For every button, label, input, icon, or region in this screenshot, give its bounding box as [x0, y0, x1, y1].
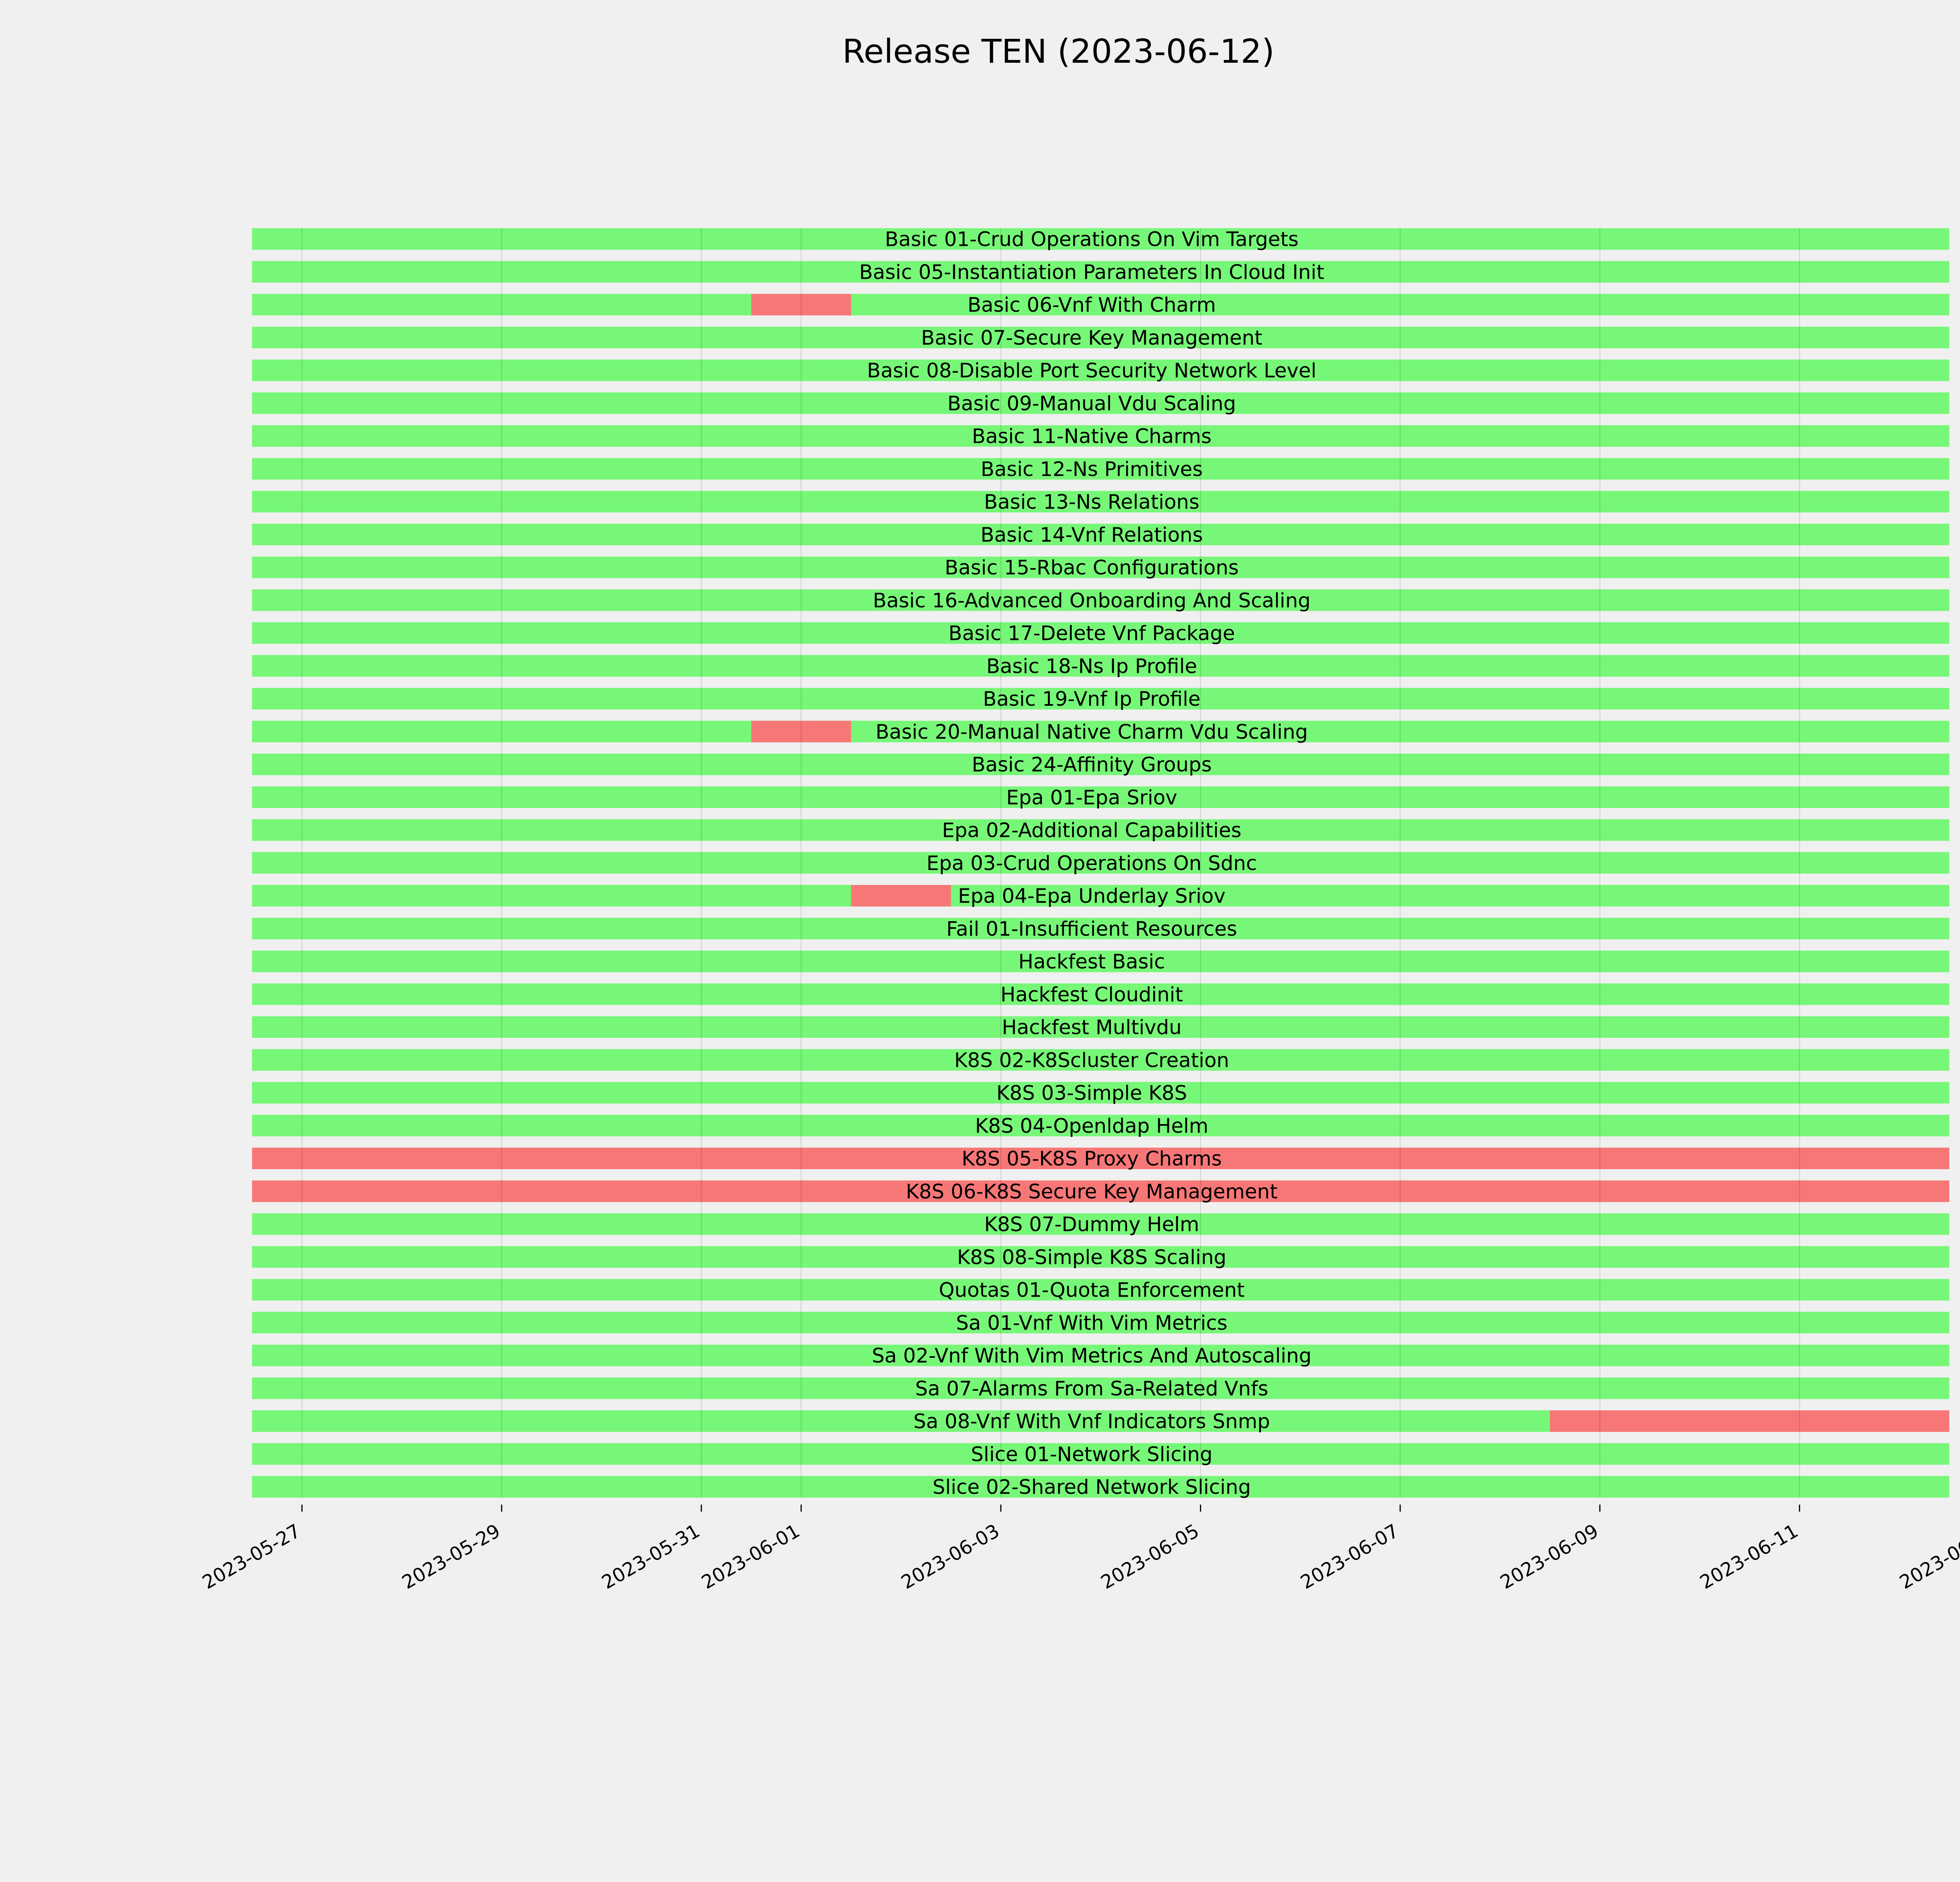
- fail-bar: [751, 294, 851, 316]
- test-label: Epa 04-Epa Underlay Sriov: [958, 885, 1226, 908]
- fail-bar: [1550, 1410, 1949, 1432]
- test-label: Sa 08-Vnf With Vnf Indicators Snmp: [913, 1410, 1270, 1433]
- test-label: Basic 12-Ns Primitives: [981, 458, 1203, 481]
- test-label: K8S 08-Simple K8S Scaling: [957, 1246, 1226, 1269]
- test-label: Hackfest Basic: [1018, 950, 1165, 974]
- fail-bar: [252, 1148, 1949, 1169]
- pass-bar: [252, 819, 1949, 841]
- test-label: Basic 06-Vnf With Charm: [967, 294, 1216, 317]
- test-label: Basic 13-Ns Relations: [984, 491, 1200, 514]
- x-tick-label: 2023-06-07: [1297, 1520, 1403, 1593]
- test-label: Basic 19-Vnf Ip Profile: [983, 688, 1200, 711]
- x-tick-label: 2023-06-05: [1097, 1520, 1203, 1593]
- pass-bar: [252, 1312, 1949, 1333]
- pass-bar: [252, 1082, 1949, 1104]
- test-label: Basic 15-Rbac Configurations: [945, 556, 1239, 579]
- x-tick-label: 2023-05-29: [398, 1520, 504, 1593]
- test-label: Epa 03-Crud Operations On Sdnc: [926, 852, 1257, 875]
- x-tick-label: 2023-06-13: [1896, 1520, 1960, 1593]
- pass-bar: [252, 655, 1949, 677]
- pass-bar: [252, 688, 1949, 710]
- pass-bar: [252, 491, 1949, 512]
- pass-bar: [252, 1213, 1949, 1235]
- pass-bar: [252, 1246, 1949, 1268]
- pass-bar: [252, 1115, 1949, 1137]
- pass-bar: [252, 228, 1949, 250]
- pass-bar: [252, 360, 1949, 381]
- test-label: Basic 01-Crud Operations On Vim Targets: [885, 228, 1298, 251]
- test-label: K8S 03-Simple K8S: [996, 1082, 1187, 1105]
- test-label: Fail 01-Insufficient Resources: [946, 917, 1237, 941]
- pass-bar: [252, 721, 1949, 743]
- fail-bar: [851, 885, 951, 906]
- pass-bar: [252, 1344, 1949, 1366]
- fail-bar: [751, 721, 851, 743]
- test-label: K8S 04-Openldap Helm: [975, 1115, 1208, 1138]
- pass-bar: [252, 458, 1949, 480]
- test-label: Hackfest Cloudinit: [1000, 983, 1183, 1006]
- test-label: Sa 02-Vnf With Vim Metrics And Autoscali…: [872, 1344, 1312, 1368]
- test-label: Slice 01-Network Slicing: [971, 1443, 1212, 1466]
- pass-bar: [252, 327, 1949, 349]
- pass-bar: [252, 1279, 1949, 1301]
- pass-bar: [252, 1476, 1949, 1498]
- pass-bar: [252, 261, 1949, 283]
- x-tick-label: 2023-06-01: [698, 1520, 804, 1593]
- x-tick-label: 2023-06-09: [1497, 1520, 1602, 1593]
- pass-bar: [252, 1049, 1949, 1071]
- x-tick-label: 2023-05-31: [598, 1520, 704, 1593]
- vertical-gridlines: [301, 228, 1800, 1498]
- pass-bar: [252, 294, 1949, 316]
- test-label: Basic 07-Secure Key Management: [921, 327, 1263, 350]
- pass-bar: [252, 425, 1949, 447]
- test-label: Slice 02-Shared Network Slicing: [933, 1476, 1251, 1499]
- test-label: K8S 06-K8S Secure Key Management: [906, 1180, 1278, 1203]
- test-label: Quotas 01-Quota Enforcement: [939, 1279, 1245, 1302]
- bar-labels-layer: Basic 01-Crud Operations On Vim Targets B…: [859, 228, 1324, 1499]
- pass-bar: [252, 950, 1949, 972]
- pass-bar: [252, 622, 1949, 644]
- test-label: Epa 01-Epa Sriov: [1006, 786, 1177, 809]
- x-tick-label: 2023-06-11: [1696, 1520, 1802, 1593]
- test-label: Basic 18-Ns Ip Profile: [986, 655, 1197, 678]
- test-label: Sa 07-Alarms From Sa-Related Vnfs: [915, 1377, 1268, 1401]
- test-label: Basic 11-Native Charms: [972, 425, 1211, 448]
- test-label: Basic 14-Vnf Relations: [980, 523, 1203, 547]
- test-label: Basic 20-Manual Native Charm Vdu Scaling: [875, 721, 1308, 744]
- test-label: Basic 09-Manual Vdu Scaling: [947, 392, 1236, 415]
- pass-bar: [252, 589, 1949, 611]
- pass-bar: [252, 852, 1949, 874]
- pass-bar: [252, 1443, 1949, 1465]
- fail-bar: [252, 1180, 1949, 1202]
- pass-bar: [252, 885, 1949, 906]
- pass-bar: [252, 917, 1949, 939]
- chart-title: Release TEN (2023-06-12): [842, 32, 1275, 71]
- test-label: Basic 16-Advanced Onboarding And Scaling: [873, 589, 1311, 612]
- pass-bar: [252, 1016, 1949, 1038]
- x-tick-label: 2023-05-27: [199, 1520, 305, 1593]
- test-label: Basic 08-Disable Port Security Network L…: [867, 360, 1317, 383]
- pass-bar: [252, 392, 1949, 414]
- test-label: Hackfest Multivdu: [1002, 1016, 1182, 1039]
- test-label: K8S 05-K8S Proxy Charms: [962, 1148, 1222, 1171]
- test-label: K8S 02-K8Scluster Creation: [954, 1049, 1229, 1072]
- test-label: Basic 05-Instantiation Parameters In Clo…: [859, 261, 1324, 284]
- test-label: Sa 01-Vnf With Vim Metrics: [956, 1312, 1227, 1335]
- pass-bar: [252, 523, 1949, 545]
- test-label: Epa 02-Additional Capabilities: [942, 819, 1241, 842]
- test-label: K8S 07-Dummy Helm: [984, 1213, 1200, 1236]
- test-label: Basic 24-Affinity Groups: [972, 754, 1212, 777]
- pass-bar: [252, 754, 1949, 775]
- pass-bar: [252, 1377, 1949, 1399]
- pass-bar: [252, 983, 1949, 1005]
- pass-bar: [252, 556, 1949, 578]
- test-label: Basic 17-Delete Vnf Package: [948, 622, 1235, 645]
- x-tick-label: 2023-06-03: [898, 1520, 1004, 1593]
- bars-layer: [252, 228, 1949, 1498]
- pass-bar: [252, 786, 1949, 808]
